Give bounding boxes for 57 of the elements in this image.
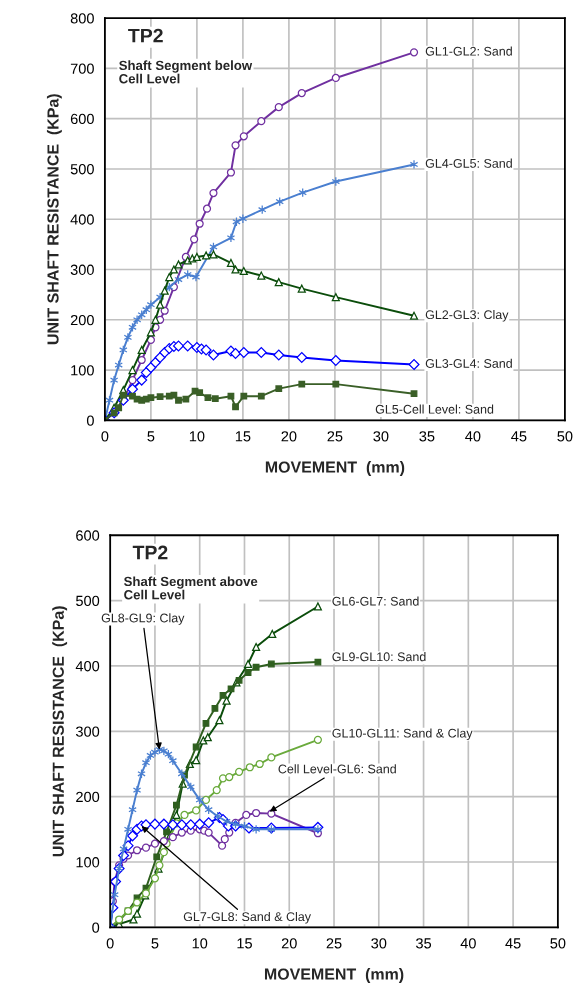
x-tick-label: 5: [151, 938, 159, 949]
x-tick-label: 10: [192, 938, 208, 949]
x-tick-label: 20: [281, 431, 297, 442]
y-tick-label: 500: [70, 164, 94, 175]
x-tick-label: 35: [416, 938, 432, 949]
x-tick-label: 0: [101, 431, 109, 442]
y-tick-label: 100: [76, 857, 100, 868]
y-axis-title: UNIT SHAFT RESISTANCE (KPa): [52, 606, 68, 857]
x-tick-label: 5: [147, 431, 155, 442]
x-tick-label: 35: [419, 431, 435, 442]
x-tick-label: 30: [373, 431, 389, 442]
y-tick-label: 200: [70, 314, 94, 326]
y-tick-label: 0: [86, 415, 94, 426]
x-tick-label: 15: [235, 431, 251, 442]
annotation: GL9-GL10: Sand: [332, 652, 426, 662]
x-tick-label: 40: [465, 431, 481, 442]
annotation: GL6-GL7: Sand: [332, 596, 419, 606]
x-tick-label: 15: [237, 938, 252, 949]
annotation: GL10-GL11: Sand & Clay: [332, 728, 473, 741]
y-tick-label: 500: [76, 595, 100, 607]
annotation: Cell Level-GL6: Sand: [278, 764, 396, 774]
y-tick-label: 800: [70, 13, 94, 24]
x-tick-label: 50: [557, 431, 573, 442]
y-tick-label: 200: [76, 791, 100, 803]
x-tick-label: 25: [327, 431, 343, 442]
text: Shaft Segment above Cell Level: [123, 576, 258, 600]
y-tick-label: 300: [70, 264, 94, 275]
y-tick-label: 600: [76, 530, 100, 541]
y-tick-label: 700: [70, 63, 94, 74]
annotation: GL5-Cell Level: Sand: [375, 404, 494, 414]
chart-title: TP2: [132, 545, 168, 560]
y-tick-label: 300: [75, 726, 100, 737]
x-axis-title: MOVEMENT (mm): [265, 461, 405, 476]
y-tick-label: 0: [92, 922, 100, 933]
y-tick-label: 400: [75, 661, 100, 672]
x-axis-title: MOVEMENT (mm): [264, 968, 404, 983]
annotation: GL7-GL8: Sand & Clay: [183, 911, 311, 924]
x-tick-label: 45: [511, 431, 527, 442]
y-tick-label: 100: [71, 365, 94, 376]
chart-title: TP2: [128, 28, 163, 43]
x-tick-label: 30: [371, 938, 387, 949]
x-tick-label: 25: [326, 938, 342, 949]
annotation: GL4-GL5: Sand: [425, 158, 512, 168]
annotation: GL8-GL9: Clay: [101, 613, 185, 625]
y-axis-title: UNIT SHAFT RESISTANCE (KPa): [46, 94, 62, 345]
text: Shaft Segment below Cell Level: [119, 60, 253, 84]
annotation: GL2-GL3: Clay: [425, 309, 509, 322]
y-tick-label: 600: [70, 113, 94, 125]
annotation: GL3-GL4: Sand: [425, 358, 512, 368]
y-tick-label: 400: [70, 214, 94, 225]
x-tick-label: 20: [281, 938, 297, 949]
x-tick-label: 40: [460, 938, 476, 949]
x-tick-label: 10: [189, 431, 205, 442]
annotation: GL1-GL2: Sand: [425, 46, 512, 56]
x-tick-label: 50: [550, 938, 566, 949]
x-tick-label: 0: [106, 938, 114, 949]
x-tick-label: 45: [505, 938, 521, 949]
